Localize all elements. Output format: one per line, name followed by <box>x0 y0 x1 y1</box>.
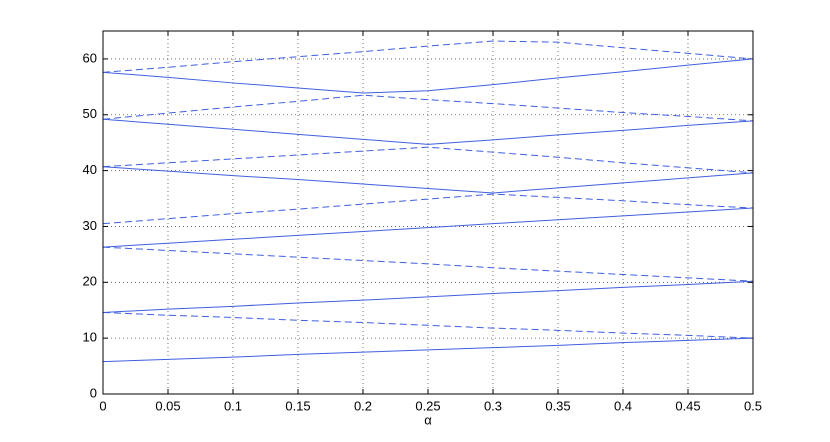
series-line <box>102 207 754 248</box>
x-tick-label: 0.5 <box>744 398 762 413</box>
series-line <box>102 40 754 73</box>
series-line <box>102 94 754 122</box>
x-tick-label: 0.45 <box>675 398 700 413</box>
y-tick-label: 40 <box>83 162 97 177</box>
series-line <box>102 246 754 282</box>
x-axis-label: α <box>424 412 432 427</box>
series-line <box>102 280 754 313</box>
y-tick-label: 50 <box>83 106 97 121</box>
series-line <box>102 58 754 94</box>
x-tick-label: 0.1 <box>224 398 242 413</box>
y-tick-label: 60 <box>83 50 97 65</box>
series-line <box>102 118 754 145</box>
x-tick-label: 0.15 <box>285 398 310 413</box>
series-line <box>102 166 754 194</box>
x-tick-label: 0.3 <box>484 398 502 413</box>
x-tick-label: 0 <box>99 398 106 413</box>
x-tick-label: 0.05 <box>155 398 180 413</box>
y-tick-label: 20 <box>83 274 97 289</box>
x-tick-label: 0.2 <box>354 398 372 413</box>
y-tick-label: 0 <box>90 385 97 400</box>
series-line <box>102 193 754 225</box>
x-tick-label: 0.4 <box>614 398 632 413</box>
y-tick-label: 30 <box>83 218 97 233</box>
plot-frame <box>102 30 754 395</box>
series-line <box>102 146 754 174</box>
x-tick-label: 0.35 <box>545 398 570 413</box>
series-line <box>102 311 754 339</box>
series-line <box>102 337 754 363</box>
x-tick-label: 0.25 <box>415 398 440 413</box>
y-tick-label: 10 <box>83 330 97 345</box>
